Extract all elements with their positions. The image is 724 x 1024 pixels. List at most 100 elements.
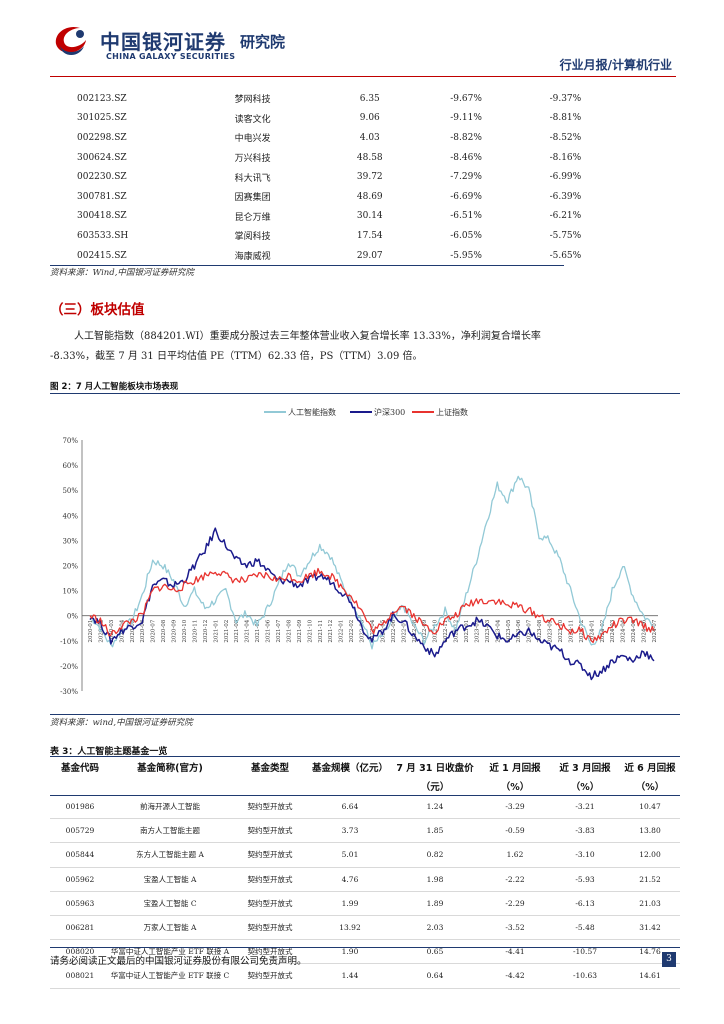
x-tick-label: 2020-08 <box>161 619 167 642</box>
table-cell: 契约型开放式 <box>230 842 310 868</box>
table-cell: 31.42 <box>620 915 680 941</box>
table-row: 002230.SZ 科大讯飞 39.72 -7.29% -6.99% <box>50 167 616 187</box>
column-header: 基金类型 <box>250 762 289 774</box>
table-row: 005729 南方人工智能主题 契约型开放式 3.73 1.85 -0.59 -3.83 13… <box>50 818 680 844</box>
table-row: 006281 万家人工智能 A 契约型开放式 13.92 2.03 -3.52 -5.48 3… <box>50 915 680 941</box>
stock-price: 39.72 <box>356 172 383 183</box>
stock-name: 海康威视 <box>234 252 271 263</box>
table-row: 005963 宝盈人工智能 C 契约型开放式 1.99 1.89 -2.29 -6.13 21… <box>50 891 680 916</box>
table-cell: 14.61 <box>620 963 680 989</box>
y-tick-label: -10% <box>60 638 78 646</box>
x-tick-label: 2022-11 <box>443 620 449 643</box>
table-row: 603533.SH 掌阅科技 17.54 -6.05% -5.75% <box>50 226 616 246</box>
y-tick-label: -30% <box>60 688 78 696</box>
x-tick-label: 2023-02 <box>474 620 480 643</box>
stock-name: 读客文化 <box>234 114 271 125</box>
table-cell: 0.82 <box>390 842 480 868</box>
legend-label: 上证指数 <box>436 407 468 417</box>
y-axis: 70% 60% 50% 40% 30% 20% 10% 0% -10% -20% -30% <box>60 437 83 696</box>
report-category: 行业月报/计算机行业 <box>559 58 672 72</box>
table-cell: 001986 <box>50 795 110 820</box>
table-cell: 华富中证人工智能产业 ETF 联接 C <box>110 963 230 989</box>
column-subheader: （%） <box>635 781 665 793</box>
table-cell: 005729 <box>50 818 110 844</box>
table-cell: 005844 <box>50 842 110 868</box>
column-subheader <box>110 776 230 795</box>
table-cell: 6.64 <box>310 795 390 820</box>
header-rule <box>50 76 676 77</box>
x-tick-label: 2023-12 <box>579 620 585 643</box>
column-header: 近 3 月回报 <box>559 762 611 774</box>
figure-bottom-rule <box>50 714 680 715</box>
y-tick-label: 0% <box>67 613 78 621</box>
stock-return-1: -6.05% <box>450 230 482 241</box>
table-cell: 契约型开放式 <box>230 939 310 965</box>
table-cell: 5.01 <box>310 842 390 868</box>
table-row: 301025.SZ 读客文化 9.06 -9.11% -8.81% <box>50 109 616 129</box>
table-cell: 008020 <box>50 939 110 965</box>
x-tick-label: 2022-02 <box>349 620 355 643</box>
table3-header-rule <box>50 795 680 796</box>
table-cell: 12.00 <box>620 842 680 868</box>
x-tick-label: 2021-08 <box>286 619 292 642</box>
x-tick-label: 2020-07 <box>151 619 157 642</box>
y-tick-label: 30% <box>62 537 78 545</box>
stock-name: 梦网科技 <box>234 95 271 106</box>
x-tick-label: 2024-04 <box>621 619 627 642</box>
column-header: 7 月 31 日收盘价 <box>396 762 474 774</box>
table-cell: 21.03 <box>620 891 680 916</box>
footer-disclaimer: 请务必阅读正文最后的中国银河证券股份有限公司免责声明。 <box>50 956 307 967</box>
table-cell: -3.21 <box>550 795 620 820</box>
x-tick-label: 2022-07 <box>401 619 407 642</box>
table-cell: 华富中证人工智能产业 ETF 联接 A <box>110 939 230 965</box>
x-tick-label: 2023-10 <box>558 619 564 642</box>
table-row: 300418.SZ 昆仑万维 30.14 -6.51% -6.21% <box>50 207 616 227</box>
table-row: 300781.SZ 因赛集团 48.69 -6.69% -6.39% <box>50 187 616 207</box>
table-cell: 契约型开放式 <box>230 818 310 844</box>
table-cell: 前海开源人工智能 <box>110 795 230 820</box>
galaxy-logo-icon <box>55 26 86 55</box>
table-cell: 0.64 <box>390 963 480 989</box>
series-line-1 <box>89 475 655 650</box>
column-subheader <box>310 776 390 795</box>
legend-label: 沪深300 <box>374 407 405 417</box>
stock-return-1: -8.82% <box>450 132 482 143</box>
table-cell: 1.98 <box>390 867 480 892</box>
table-cell: -3.52 <box>480 915 550 941</box>
stock-price: 48.69 <box>356 191 383 202</box>
table1-bottom-rule <box>50 265 564 266</box>
table3-top-rule <box>50 756 680 757</box>
stock-code: 301025.SZ <box>77 113 127 124</box>
stock-code: 002298.SZ <box>77 132 127 143</box>
table-cell: 3.73 <box>310 818 390 844</box>
x-tick-label: 2020-01 <box>88 620 94 643</box>
stock-code: 603533.SH <box>77 230 129 241</box>
table-cell: 1.99 <box>310 891 390 916</box>
stock-return-1: -6.69% <box>450 191 482 202</box>
logo-cn: 中国银河证券 <box>100 30 226 54</box>
column-subheader <box>50 776 110 795</box>
x-tick-label: 2023-05 <box>506 619 512 642</box>
y-tick-label: -20% <box>60 663 78 671</box>
table-row: 002415.SZ 海康威视 29.07 -5.95% -5.65% <box>50 246 616 266</box>
column-header: 基金简称(官方) <box>137 762 203 774</box>
table-cell: -2.29 <box>480 891 550 916</box>
x-tick-label: 2020-11 <box>192 620 198 643</box>
stock-return-2: -8.16% <box>549 152 582 163</box>
table-cell: -0.59 <box>480 818 550 844</box>
table-cell: -4.41 <box>480 939 550 965</box>
figure-source: 资料来源：wind,中国银河证券研究院 <box>50 718 193 728</box>
stock-return-2: -5.75% <box>549 230 582 241</box>
table-cell: 005963 <box>50 891 110 916</box>
table-cell: -10.57 <box>550 939 620 965</box>
table-cell: 契约型开放式 <box>230 963 310 989</box>
table-cell: -4.42 <box>480 963 550 989</box>
table-row: 008020 华富中证人工智能产业 ETF 联接 A 契约型开放式 1.90 0.65-… <box>50 939 680 965</box>
page-number: 3 <box>662 952 676 967</box>
table3-caption: 表 3：人工智能主题基金一览 <box>50 747 168 757</box>
column-header: 基金代码 <box>60 762 99 774</box>
stock-code: 300624.SZ <box>77 152 127 163</box>
table-cell: -10.63 <box>550 963 620 989</box>
stock-name: 科大讯飞 <box>234 173 271 184</box>
y-tick-label: 70% <box>62 437 78 445</box>
